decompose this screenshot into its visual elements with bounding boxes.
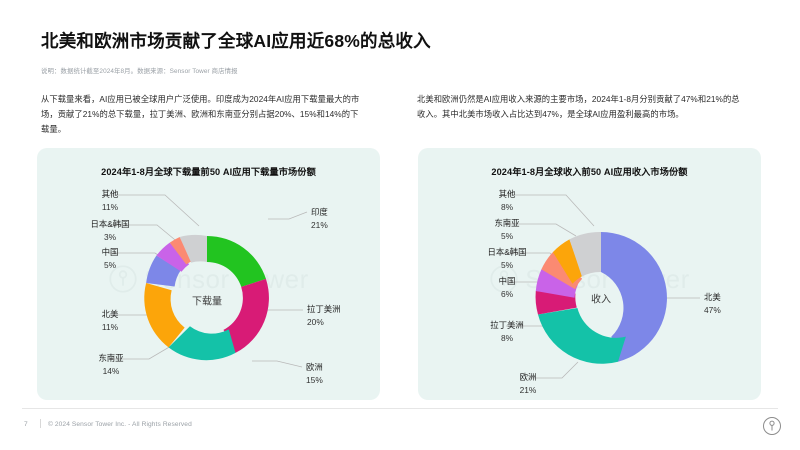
slice-label-others-revenue: 其他 8% <box>498 189 516 212</box>
slice-label-northamerica-downloads: 北美 11% <box>101 309 119 332</box>
slice-label-japankorea-revenue: 日本&韩国 5% <box>487 247 527 270</box>
slice-label-latam-downloads: 拉丁美洲 20% <box>307 304 341 327</box>
page-source-note: 说明：数据统计截至2024年8月。数据来源：Sensor Tower 商店情报 <box>41 68 238 75</box>
chart-title-revenue: 2024年1-8月全球收入前50 AI应用收入市场份额 <box>491 167 688 177</box>
slice-label-sea-downloads: 东南亚 14% <box>98 353 124 376</box>
slice-sea <box>144 283 185 348</box>
donut-slices-revenue <box>535 231 667 364</box>
intro-paragraph-revenue: 北美和欧洲仍然是AI应用收入来源的主要市场，2024年1-8月分别贡献了47%和… <box>417 94 740 119</box>
slice-sea <box>552 239 583 284</box>
slice-label-latam-revenue: 拉丁美洲 8% <box>490 320 524 343</box>
donut-svg-revenue <box>506 194 700 379</box>
donut-center-label-revenue: 收入 <box>591 294 611 306</box>
slice-label-china-revenue: 中国 6% <box>498 276 516 299</box>
intro-paragraph-downloads: 从下载量来看，AI应用已被全球用户广泛使用。印度成为2024年AI应用下载量最大… <box>41 94 360 134</box>
donut-chart-revenue: 收入 其他 8% 东南亚 5% 日本&韩国 5% 中国 6% 拉丁美洲 8% <box>418 148 761 400</box>
footer-separator <box>40 419 41 428</box>
slice-label-others-downloads: 其他 11% <box>101 189 119 212</box>
footer-divider <box>22 408 778 409</box>
slice-label-europe-revenue: 欧洲 21% <box>519 372 537 395</box>
footer-page-number: 7 <box>24 421 28 428</box>
donut-svg-downloads <box>109 194 308 368</box>
slice-label-northamerica-revenue: 北美 47% <box>704 292 721 315</box>
slice-india <box>207 236 266 287</box>
slice-northamerica <box>146 255 181 287</box>
slice-europe <box>168 326 236 361</box>
slice-label-sea-revenue: 东南亚 5% <box>494 218 520 241</box>
donut-chart-downloads: 下载量 其他 11% 日本&韩国 3% 中国 5% 北美 11% 东南亚 14% <box>37 148 380 400</box>
sensor-tower-logo-icon <box>763 417 781 435</box>
slice-northamerica <box>601 232 667 362</box>
slice-label-europe-downloads: 欧洲 15% <box>306 362 323 385</box>
slice-latam <box>535 291 577 315</box>
slice-china <box>156 242 190 272</box>
footer-copyright: © 2024 Sensor Tower Inc. - All Rights Re… <box>48 421 192 428</box>
donut-slices-downloads <box>144 234 269 361</box>
slice-others <box>179 234 207 263</box>
slice-label-china-downloads: 中国 5% <box>101 247 119 270</box>
page-title: 北美和欧洲市场贡献了全球AI应用近68%的总收入 <box>41 31 431 51</box>
chart-title-downloads: 2024年1-8月全球下载量前50 AI应用下载量市场份额 <box>101 167 316 177</box>
slice-label-japankorea-downloads: 日本&韩国 3% <box>90 219 130 242</box>
chart-card-revenue: 2024年1-8月全球收入前50 AI应用收入市场份额 Sensor Tower <box>418 148 761 400</box>
slice-japankorea <box>169 236 193 265</box>
slice-china <box>535 269 578 298</box>
slice-label-india-downloads: 印度 21% <box>311 207 328 230</box>
donut-center-label-downloads: 下载量 <box>192 296 222 308</box>
slice-latam <box>223 278 269 353</box>
chart-card-downloads: 2024年1-8月全球下载量前50 AI应用下载量市场份额 Sensor Tow… <box>37 148 380 400</box>
slice-others <box>569 231 601 277</box>
slice-europe <box>537 308 626 364</box>
